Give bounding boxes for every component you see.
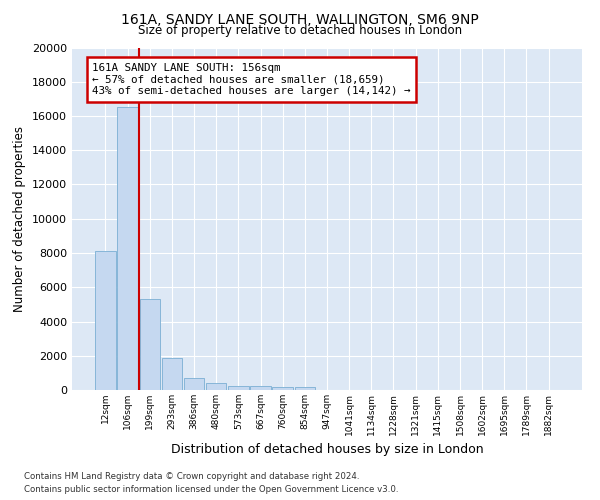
Bar [295, 388, 315, 390]
Y-axis label: Number of detached properties: Number of detached properties [13, 126, 26, 312]
Bar [272, 387, 293, 390]
Text: 161A, SANDY LANE SOUTH, WALLINGTON, SM6 9NP: 161A, SANDY LANE SOUTH, WALLINGTON, SM6 … [121, 12, 479, 26]
Text: 161A SANDY LANE SOUTH: 156sqm
← 57% of detached houses are smaller (18,659)
43% : 161A SANDY LANE SOUTH: 156sqm ← 57% of d… [92, 63, 411, 96]
Bar [250, 386, 271, 390]
Bar [95, 252, 116, 390]
Text: Contains HM Land Registry data © Crown copyright and database right 2024.
Contai: Contains HM Land Registry data © Crown c… [24, 472, 398, 494]
X-axis label: Distribution of detached houses by size in London: Distribution of detached houses by size … [170, 443, 484, 456]
Bar [206, 384, 226, 390]
Text: Size of property relative to detached houses in London: Size of property relative to detached ho… [138, 24, 462, 37]
Bar [184, 378, 204, 390]
Bar [161, 358, 182, 390]
Bar [118, 108, 138, 390]
Bar [140, 299, 160, 390]
Bar [228, 386, 248, 390]
